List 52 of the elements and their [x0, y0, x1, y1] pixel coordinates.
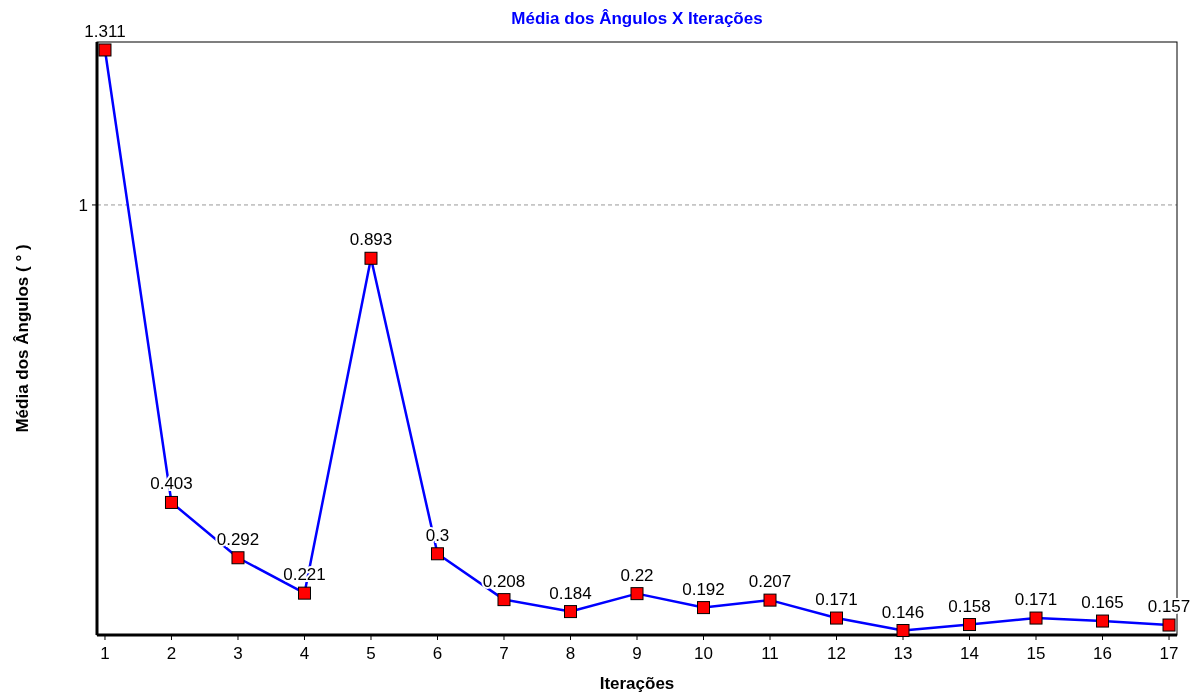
x-tick-label: 12 — [827, 644, 846, 663]
data-label: 0.171 — [1014, 590, 1058, 610]
data-label: 1.311 — [84, 21, 126, 41]
data-label: 0.192 — [682, 579, 725, 599]
x-tick-label: 6 — [432, 644, 443, 663]
x-tick-label: 10 — [694, 644, 713, 663]
data-label: 0.165 — [1081, 593, 1124, 613]
point — [1162, 618, 1176, 632]
point — [697, 601, 710, 615]
x-tick-label: 15 — [1026, 644, 1046, 663]
y-axis-title: Média dos Ângulos ( ° ) — [13, 244, 32, 433]
x-tick-label: 14 — [960, 644, 979, 663]
x-tick-label: 17 — [1159, 644, 1179, 663]
x-tick-label: 11 — [761, 644, 779, 663]
point — [364, 251, 378, 265]
x-tick-label: 5 — [366, 644, 376, 663]
ref-line-label: 1 — [78, 195, 88, 215]
data-label: 0.208 — [482, 571, 526, 591]
x-tick-label: 3 — [233, 644, 243, 663]
point — [497, 593, 511, 607]
data-label: 0.893 — [349, 230, 393, 250]
point — [1029, 611, 1043, 625]
point — [763, 593, 777, 607]
x-tick-label: 13 — [893, 644, 913, 663]
point — [830, 611, 844, 625]
point — [297, 586, 311, 600]
x-tick-label: 1 — [100, 644, 110, 663]
x-tick-label: 8 — [565, 644, 576, 663]
point — [630, 587, 644, 601]
data-label: 0.171 — [815, 590, 858, 610]
point — [430, 547, 444, 561]
data-label: 0.22 — [620, 565, 654, 585]
point — [564, 605, 577, 619]
x-tick-label: 9 — [632, 644, 642, 663]
data-label: 0.157 — [1147, 597, 1191, 617]
point — [98, 43, 112, 57]
point — [963, 618, 977, 632]
point — [1096, 614, 1110, 628]
chart-title: Média dos Ângulos X Iterações — [511, 9, 763, 28]
x-tick-label: 7 — [499, 644, 509, 663]
point — [231, 551, 245, 565]
data-label: 0.184 — [549, 583, 592, 603]
point — [896, 624, 910, 638]
data-label: 0.158 — [948, 596, 991, 616]
data-label: 0.292 — [216, 529, 260, 549]
point — [164, 495, 178, 509]
x-tick-label: 2 — [166, 644, 177, 663]
data-label: 0.207 — [748, 572, 792, 592]
x-tick-label: 16 — [1093, 644, 1112, 663]
x-axis-title: Iterações — [599, 674, 675, 693]
data-label: 0.146 — [881, 602, 925, 622]
x-tick-label: 4 — [299, 644, 310, 663]
